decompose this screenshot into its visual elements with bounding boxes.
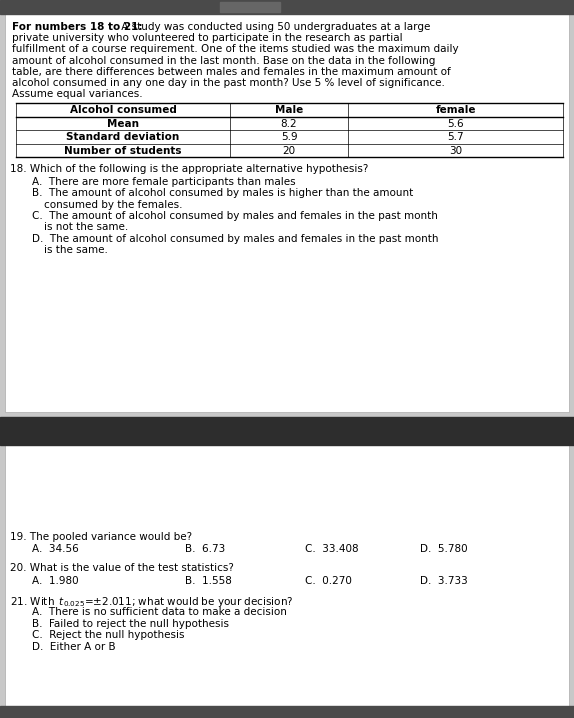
Text: A.  There are more female participants than males: A. There are more female participants th… [32,177,296,187]
Text: Mean: Mean [107,118,139,129]
Text: D.  5.780: D. 5.780 [420,544,468,554]
Text: C.  0.270: C. 0.270 [305,576,352,586]
Text: 5.7: 5.7 [447,132,464,142]
Text: B.  6.73: B. 6.73 [185,544,225,554]
Text: is the same.: is the same. [44,246,108,256]
Text: 20. What is the value of the test statistics?: 20. What is the value of the test statis… [10,564,234,574]
Text: private university who volunteered to participate in the research as partial: private university who volunteered to pa… [12,33,402,43]
Text: 8.2: 8.2 [281,118,297,129]
Text: B.  Failed to reject the null hypothesis: B. Failed to reject the null hypothesis [32,618,229,628]
Text: consumed by the females.: consumed by the females. [44,200,183,210]
Text: B.  The amount of alcohol consumed by males is higher than the amount: B. The amount of alcohol consumed by mal… [32,188,413,198]
Text: Assume equal variances.: Assume equal variances. [12,89,142,99]
Text: A.  1.980: A. 1.980 [32,576,79,586]
Text: A.  There is no sufficient data to make a decision: A. There is no sufficient data to make a… [32,607,287,617]
Text: female: female [435,105,476,115]
Text: 5.6: 5.6 [447,118,464,129]
Text: D.  Either A or B: D. Either A or B [32,641,115,651]
Text: 21. With  $t_{0.025}$=±2.011; what would be your decision?: 21. With $t_{0.025}$=±2.011; what would … [10,595,293,609]
Text: C.  Reject the null hypothesis: C. Reject the null hypothesis [32,630,184,640]
Text: D.  3.733: D. 3.733 [420,576,468,586]
Text: Male: Male [275,105,303,115]
Bar [220,2,280,12]
Text: 20: 20 [282,146,296,156]
Text: A study was conducted using 50 undergraduates at a large: A study was conducted using 50 undergrad… [118,22,430,32]
Text: 5.9: 5.9 [281,132,297,142]
Text: B.  1.558: B. 1.558 [185,576,232,586]
Bar [0,0,574,14]
Bar [0,417,574,445]
Text: Alcohol consumed: Alcohol consumed [69,105,176,115]
Text: Number of students: Number of students [64,146,182,156]
Text: A.  34.56: A. 34.56 [32,544,79,554]
Text: C.  33.408: C. 33.408 [305,544,359,554]
Text: fulfillment of a course requirement. One of the items studied was the maximum da: fulfillment of a course requirement. One… [12,45,459,55]
Text: Standard deviation: Standard deviation [67,132,180,142]
Text: 19. The pooled variance would be?: 19. The pooled variance would be? [10,532,192,542]
Text: 18. Which of the following is the appropriate alternative hypothesis?: 18. Which of the following is the approp… [10,164,369,174]
Text: D.  The amount of alcohol consumed by males and females in the past month: D. The amount of alcohol consumed by mal… [32,234,439,244]
Text: C.  The amount of alcohol consumed by males and females in the past month: C. The amount of alcohol consumed by mal… [32,211,438,221]
Text: is not the same.: is not the same. [44,223,128,233]
Text: 30: 30 [449,146,462,156]
Bar [5,445,569,706]
Text: amount of alcohol consumed in the last month. Base on the data in the following: amount of alcohol consumed in the last m… [12,55,435,65]
Bar [5,14,569,412]
Text: alcohol consumed in any one day in the past month? Use 5 % level of significance: alcohol consumed in any one day in the p… [12,78,445,88]
Text: For numbers 18 to 21:: For numbers 18 to 21: [12,22,142,32]
Text: table, are there differences between males and females in the maximum amount of: table, are there differences between mal… [12,67,451,77]
Bar [0,706,574,718]
